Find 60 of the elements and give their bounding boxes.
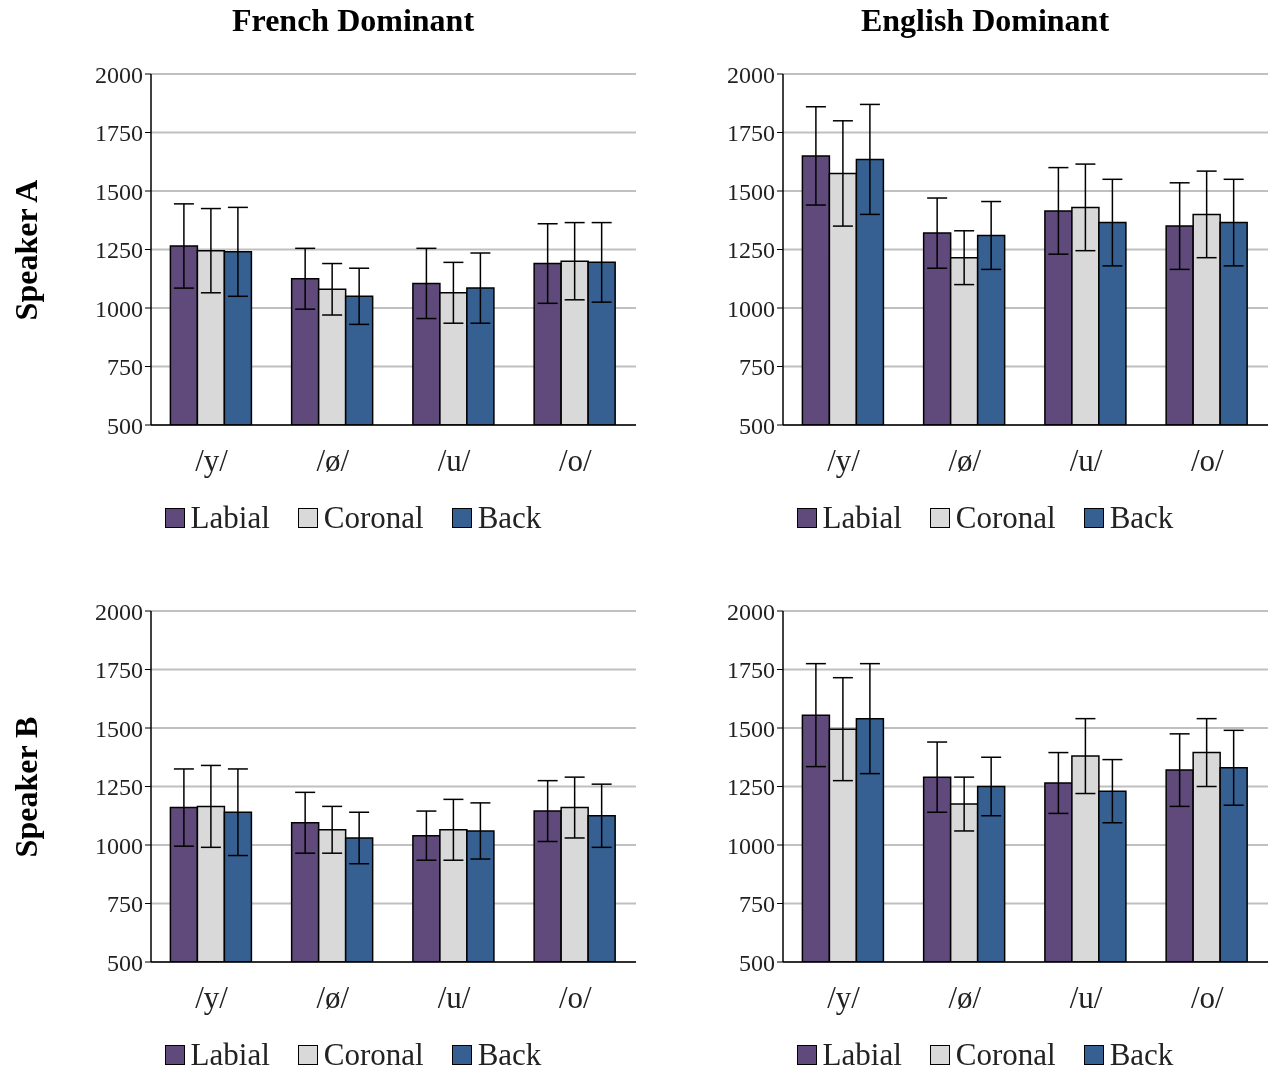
- y-tick-label: 1250: [95, 237, 143, 264]
- y-tick-label: 750: [107, 354, 143, 381]
- x-tick-label: /ø/: [316, 443, 350, 479]
- legend-label: Coronal: [955, 1037, 1056, 1073]
- y-tick-label: 2000: [95, 61, 143, 88]
- chart-title: French Dominant: [230, 2, 476, 39]
- y-tick-label: 1500: [727, 178, 775, 205]
- y-tick-label: 1500: [95, 178, 143, 205]
- x-tick-label: /u/: [437, 443, 471, 479]
- legend-label: Back: [1109, 500, 1174, 536]
- y-tick-label: 1000: [95, 295, 143, 322]
- legend-label: Labial: [822, 1037, 902, 1073]
- legend-label: Labial: [190, 500, 270, 536]
- x-tick-label: /y/: [195, 443, 229, 479]
- x-tick-label: /o/: [1191, 443, 1225, 479]
- x-tick-label: /u/: [1069, 443, 1103, 479]
- y-tick-label: 1000: [95, 832, 143, 859]
- legend-label: Back: [477, 500, 542, 536]
- legend-label: Coronal: [955, 500, 1056, 536]
- x-tick-label: /ø/: [948, 443, 982, 479]
- y-tick-label: 2000: [727, 598, 775, 625]
- legend-label: Back: [477, 1037, 542, 1073]
- y-tick-label: 1250: [727, 237, 775, 264]
- x-tick-label: /y/: [195, 980, 229, 1016]
- y-tick-label: 1750: [727, 120, 775, 147]
- y-axis-title: Speaker A: [7, 179, 45, 321]
- x-tick-label: /ø/: [948, 980, 982, 1016]
- y-tick-label: 1750: [727, 657, 775, 684]
- y-tick-label: 1750: [95, 657, 143, 684]
- y-tick-label: 750: [739, 891, 775, 918]
- legend-label: Labial: [822, 500, 902, 536]
- y-tick-label: 500: [739, 949, 775, 976]
- y-tick-label: 1750: [95, 120, 143, 147]
- x-tick-label: /u/: [1069, 980, 1103, 1016]
- y-tick-label: 1500: [95, 715, 143, 742]
- y-tick-label: 750: [739, 354, 775, 381]
- chart-title: English Dominant: [859, 2, 1111, 39]
- y-tick-label: 750: [107, 891, 143, 918]
- x-tick-label: /o/: [559, 980, 593, 1016]
- x-tick-label: /y/: [827, 980, 861, 1016]
- y-tick-label: 1000: [727, 832, 775, 859]
- y-tick-label: 2000: [95, 598, 143, 625]
- legend-label: Coronal: [323, 1037, 424, 1073]
- y-tick-label: 1250: [727, 774, 775, 801]
- y-tick-label: 2000: [727, 61, 775, 88]
- y-tick-label: 1250: [95, 774, 143, 801]
- x-tick-label: /o/: [559, 443, 593, 479]
- x-tick-label: /ø/: [316, 980, 350, 1016]
- y-tick-label: 500: [107, 949, 143, 976]
- legend-label: Back: [1109, 1037, 1174, 1073]
- legend-label: Labial: [190, 1037, 270, 1073]
- y-tick-label: 1500: [727, 715, 775, 742]
- x-tick-label: /y/: [827, 443, 861, 479]
- y-tick-label: 500: [107, 412, 143, 439]
- y-tick-label: 1000: [727, 295, 775, 322]
- x-tick-label: /u/: [437, 980, 471, 1016]
- y-tick-label: 500: [739, 412, 775, 439]
- x-tick-label: /o/: [1191, 980, 1225, 1016]
- y-axis-title: Speaker B: [7, 716, 45, 858]
- legend-label: Coronal: [323, 500, 424, 536]
